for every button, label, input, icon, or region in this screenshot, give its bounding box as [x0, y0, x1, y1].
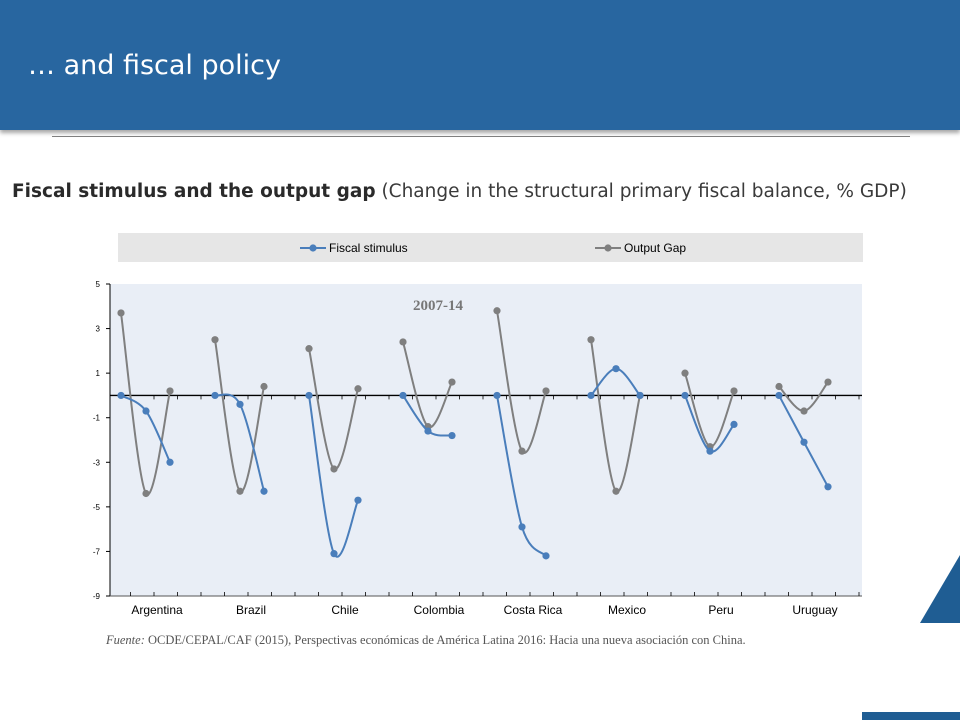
- fiscal-stimulus-point: [236, 400, 244, 408]
- chart-subtitle: Fiscal stimulus and the output gap (Chan…: [12, 177, 952, 206]
- fiscal-stimulus-point: [706, 447, 714, 455]
- output-gap-point: [117, 309, 125, 317]
- legend-box: [118, 233, 863, 262]
- output-gap-point: [399, 338, 407, 346]
- plot-area: [110, 284, 862, 596]
- output-gap-point: [330, 465, 338, 473]
- fiscal-stimulus-point: [142, 407, 150, 415]
- y-tick-label: 1: [96, 369, 101, 378]
- fiscal-stimulus-point: [587, 391, 595, 400]
- output-gap-point: [824, 378, 832, 386]
- chart-subtitle-rest: (Change in the structural primary fiscal…: [375, 181, 907, 202]
- fiscal-stimulus-point: [636, 391, 644, 400]
- legend-output-gap-label: Output Gap: [624, 241, 686, 255]
- output-gap-point: [800, 407, 808, 415]
- output-gap-point: [166, 387, 174, 395]
- output-gap-point: [354, 385, 362, 393]
- output-gap-point: [730, 387, 738, 395]
- x-tick-label: Costa Rica: [504, 603, 563, 617]
- fiscal-stimulus-point: [330, 550, 338, 558]
- output-gap-point: [587, 336, 595, 344]
- x-tick-label: Uruguay: [792, 603, 837, 617]
- fiscal-stimulus-point: [211, 391, 219, 400]
- y-tick-label: -3: [93, 458, 101, 467]
- header-bar: … and fiscal policy: [0, 0, 960, 130]
- fiscal-stimulus-point: [117, 391, 125, 400]
- corner-decoration: [920, 555, 960, 623]
- x-tick-label: Peru: [708, 603, 733, 617]
- fiscal-stimulus-point: [166, 458, 174, 466]
- y-tick-label: -5: [93, 503, 101, 512]
- output-gap-point: [260, 382, 268, 391]
- y-tick-label: 5: [96, 280, 101, 289]
- fiscal-stimulus-point: [260, 487, 268, 495]
- x-tick-label: Mexico: [608, 603, 646, 617]
- source-note: Fuente: OCDE/CEPAL/CAF (2015), Perspecti…: [106, 632, 896, 649]
- legend-output-gap-marker: [604, 244, 612, 252]
- series-layer: [117, 307, 832, 560]
- output-gap-point: [775, 382, 783, 391]
- output-gap-point: [236, 487, 244, 495]
- output-gap-point: [518, 447, 526, 455]
- fiscal-stimulus-point: [518, 523, 526, 531]
- output-gap-point: [142, 489, 150, 498]
- fiscal-stimulus-point: [730, 420, 738, 428]
- fiscal-stimulus-point: [399, 391, 407, 400]
- output-gap-point: [448, 378, 456, 386]
- output-gap-point: [612, 487, 620, 495]
- y-tick-label: -7: [93, 547, 101, 556]
- fiscal-stimulus-point: [775, 391, 783, 400]
- page-title: … and fiscal policy: [28, 50, 281, 81]
- source-label: Fuente:: [106, 633, 145, 647]
- x-tick-label: Chile: [331, 603, 359, 617]
- legend-fiscal-stimulus-label: Fiscal stimulus: [329, 241, 408, 255]
- fiscal-stimulus-point: [542, 552, 550, 560]
- fiscal-stimulus-point: [424, 427, 432, 435]
- x-tick-label: Colombia: [414, 603, 465, 617]
- legend-fiscal-stimulus-marker: [309, 244, 317, 252]
- corner-bar: [862, 712, 960, 720]
- x-tick-label: Argentina: [131, 603, 183, 617]
- legend: Fiscal stimulus Output Gap: [300, 241, 686, 255]
- y-tick-label: -1: [93, 414, 101, 423]
- x-tick-label: Brazil: [236, 603, 266, 617]
- y-tick-label: -9: [93, 592, 101, 601]
- output-gap-point: [211, 336, 219, 344]
- chart-annotation: 2007-14: [413, 298, 463, 314]
- fiscal-stimulus-point: [824, 483, 832, 491]
- header-divider: [52, 136, 910, 137]
- output-gap-point: [493, 307, 501, 315]
- output-gap-point: [305, 345, 313, 353]
- y-tick-label: 3: [96, 325, 101, 334]
- source-text: OCDE/CEPAL/CAF (2015), Perspectivas econ…: [144, 633, 746, 647]
- fiscal-stimulus-point: [305, 391, 313, 400]
- fiscal-stimulus-point: [354, 496, 362, 504]
- chart-subtitle-bold: Fiscal stimulus and the output gap: [12, 181, 376, 202]
- fiscal-stimulus-point: [681, 391, 689, 400]
- axes: 5 3 1 -1 -3 -5 -7 -9 Argentina Brazil Chile Colombi…: [93, 280, 862, 617]
- fiscal-stimulus-point: [800, 438, 808, 446]
- output-gap-point: [542, 387, 550, 395]
- fiscal-stimulus-line: [496, 395, 547, 557]
- fiscal-stimulus-point: [493, 391, 501, 400]
- fiscal-stimulus-point: [448, 431, 456, 440]
- output-gap-point: [681, 369, 689, 377]
- fiscal-stimulus-point: [612, 365, 620, 373]
